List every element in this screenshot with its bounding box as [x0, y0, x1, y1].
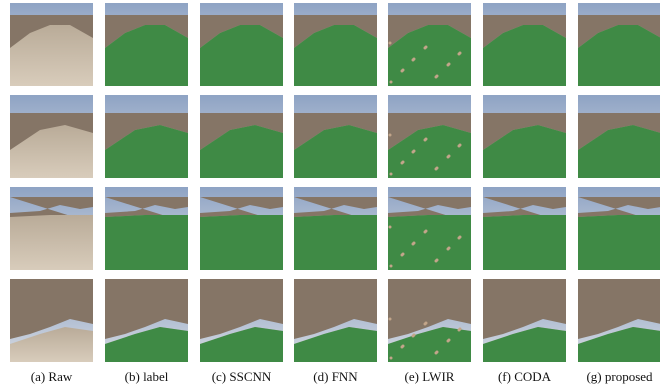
mask-noise [436, 351, 439, 354]
image-tile [578, 95, 660, 178]
image-tile [200, 279, 283, 362]
mask-noise [413, 150, 416, 153]
mask-noise [448, 247, 451, 250]
road-mask [294, 215, 377, 270]
mask-noise [390, 265, 393, 268]
image-tile [483, 279, 566, 362]
caption: (d) FNN [313, 369, 358, 384]
caption: (a) Raw [31, 369, 73, 384]
image-tile [294, 95, 377, 178]
mask-noise [389, 226, 392, 229]
mask-noise [413, 58, 416, 61]
image-tile [294, 279, 377, 362]
mask-noise [448, 339, 451, 342]
image-tile [10, 95, 93, 178]
mask-noise [389, 42, 392, 45]
caption: (f) CODA [498, 369, 552, 384]
caption: (g) proposed [586, 369, 653, 384]
mask-noise [425, 46, 428, 49]
mask-noise [459, 236, 462, 239]
mask-noise [448, 155, 451, 158]
mask-noise [402, 345, 405, 348]
image-tile [388, 187, 471, 270]
mask-noise [413, 334, 416, 337]
image-tile [10, 279, 93, 362]
mask-noise [390, 81, 393, 84]
image-tile [578, 187, 660, 270]
mask-noise [390, 357, 393, 360]
mask-noise [425, 138, 428, 141]
image-tile [105, 279, 188, 362]
image-tile [10, 187, 93, 270]
mask-noise [459, 144, 462, 147]
image-tile [105, 95, 188, 178]
image-tile [10, 3, 93, 86]
road-mask [105, 215, 188, 270]
image-tile [578, 3, 660, 86]
road-mask [483, 215, 566, 270]
image-tile [388, 279, 471, 362]
image-tile [200, 95, 283, 178]
mask-noise [459, 52, 462, 55]
mask-noise [436, 259, 439, 262]
mask-noise [389, 134, 392, 137]
image-tile [105, 3, 188, 86]
road-mask [388, 215, 471, 270]
mask-noise [425, 230, 428, 233]
image-tile [105, 187, 188, 270]
image-tile [294, 187, 377, 270]
road-mask [578, 215, 660, 270]
mask-noise [413, 242, 416, 245]
mask-noise [436, 167, 439, 170]
image-tile [388, 95, 471, 178]
image-tile [483, 187, 566, 270]
mask-noise [402, 253, 405, 256]
image-tile [388, 3, 471, 86]
mask-noise [436, 75, 439, 78]
image-tile [483, 95, 566, 178]
image-tile [294, 3, 377, 86]
mask-noise [425, 322, 428, 325]
caption: (b) label [125, 369, 169, 384]
mask-noise [389, 318, 392, 321]
figure: (a) Raw (b) label (c) SSCNN (d) FNN (e) LWIR… [0, 0, 660, 391]
image-tile [483, 3, 566, 86]
image-tile [200, 3, 283, 86]
mask-noise [459, 328, 462, 331]
image-tile [578, 279, 660, 362]
road-mask [200, 215, 283, 270]
caption: (e) LWIR [405, 369, 455, 384]
caption: (c) SSCNN [212, 369, 272, 384]
road [10, 215, 93, 270]
mask-noise [402, 69, 405, 72]
image-tile [200, 187, 283, 270]
mask-noise [390, 173, 393, 176]
mask-noise [402, 161, 405, 164]
mask-noise [448, 63, 451, 66]
